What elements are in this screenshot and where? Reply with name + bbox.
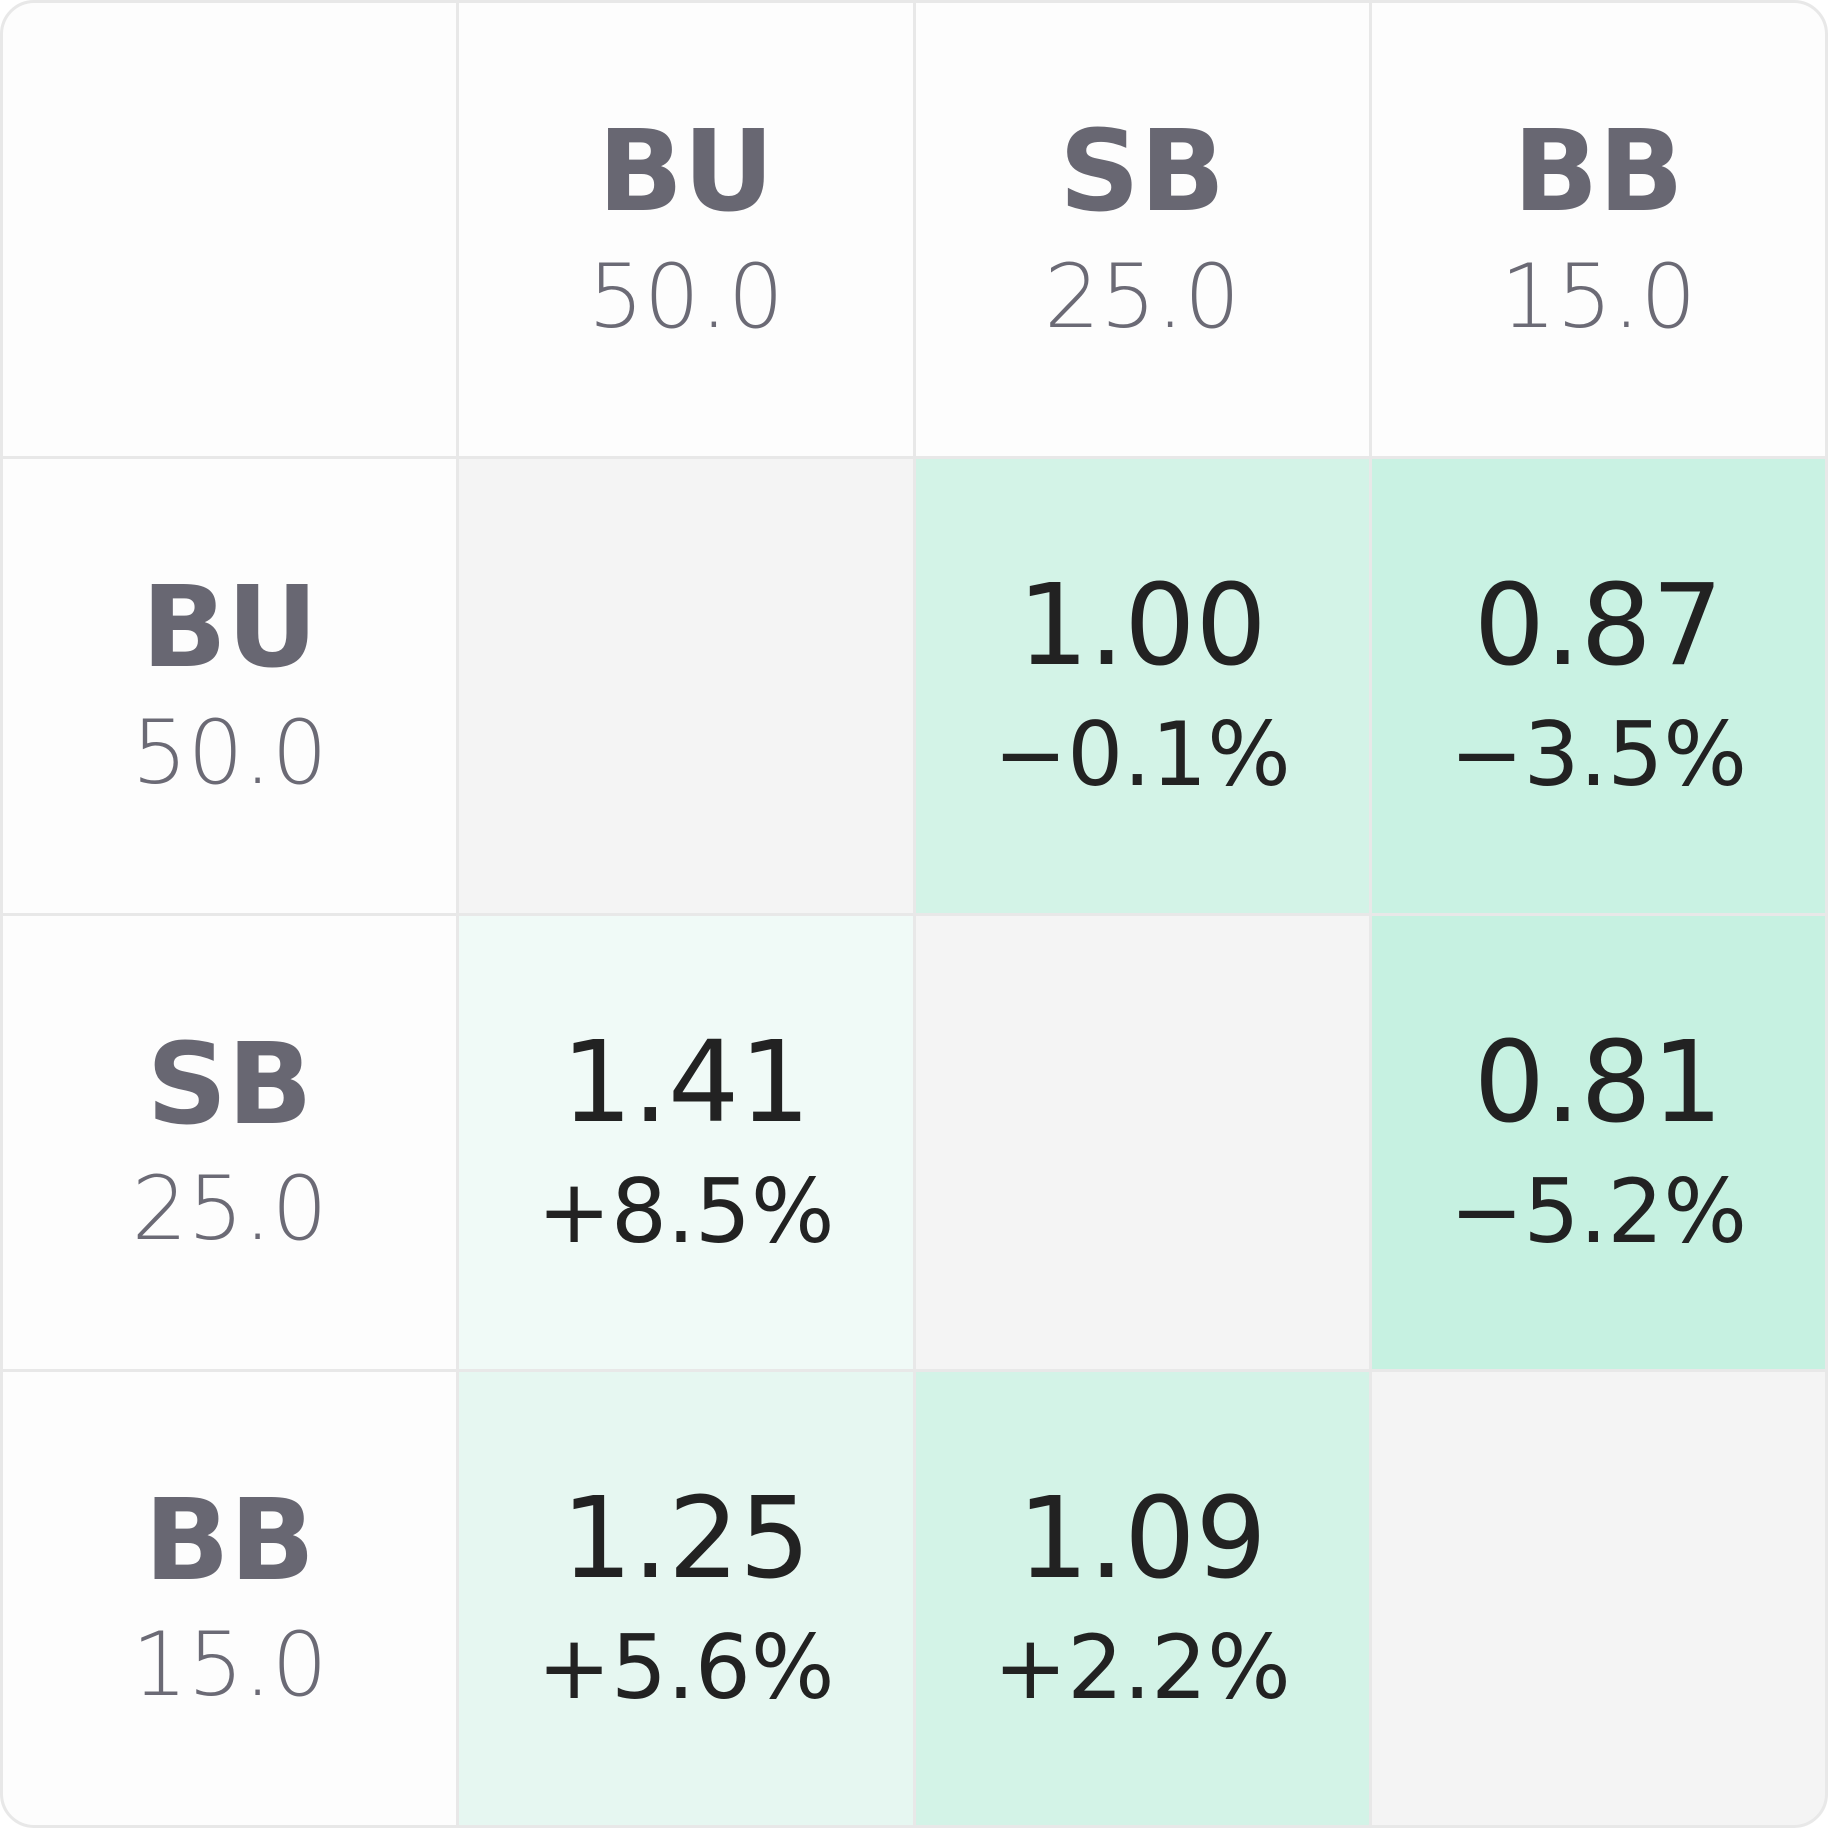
empty-cell: [1371, 1371, 1825, 1825]
stack-size: 15.0: [131, 1613, 328, 1717]
row-header: SB 25.0: [3, 915, 457, 1369]
stack-size: 50.0: [131, 700, 328, 804]
change-value: −5.2%: [1449, 1159, 1748, 1263]
change-value: −3.5%: [1449, 703, 1748, 807]
ratio-value: 1.00: [1017, 561, 1267, 692]
change-value: +5.6%: [537, 1615, 835, 1719]
empty-cell: [915, 915, 1369, 1369]
position-name: BB: [144, 1475, 315, 1606]
value-cell: 1.09 +2.2%: [915, 1371, 1369, 1825]
value-cell: 1.25 +5.6%: [459, 1371, 913, 1825]
stack-size: 50.0: [587, 244, 784, 348]
position-name: SB: [146, 1019, 313, 1150]
position-name: SB: [1059, 107, 1226, 238]
corner-cell: [3, 3, 457, 457]
change-value: +2.2%: [993, 1615, 1291, 1719]
ratio-value: 1.09: [1017, 1473, 1267, 1604]
empty-cell: [459, 459, 913, 913]
value-cell: 0.87 −3.5%: [1371, 459, 1825, 913]
position-name: BU: [141, 563, 318, 694]
change-value: −0.1%: [993, 703, 1291, 807]
column-header: SB 25.0: [915, 3, 1369, 457]
column-header: BU 50.0: [459, 3, 913, 457]
stack-size: 25.0: [1044, 244, 1241, 348]
ratio-value: 0.81: [1473, 1017, 1724, 1148]
position-name: BB: [1513, 107, 1684, 238]
value-cell: 0.81 −5.2%: [1371, 915, 1825, 1369]
value-cell: 1.00 −0.1%: [915, 459, 1369, 913]
column-header: BB 15.0: [1371, 3, 1825, 457]
stack-size: 15.0: [1500, 244, 1697, 348]
ratio-value: 0.87: [1473, 561, 1724, 692]
row-header: BB 15.0: [3, 1371, 457, 1825]
stack-size: 25.0: [131, 1157, 328, 1261]
ratio-value: 1.41: [561, 1017, 811, 1148]
value-cell: 1.41 +8.5%: [459, 915, 913, 1369]
ratio-value: 1.25: [561, 1473, 811, 1604]
position-name: BU: [597, 107, 775, 238]
change-value: +8.5%: [537, 1159, 835, 1263]
row-header: BU 50.0: [3, 459, 457, 913]
